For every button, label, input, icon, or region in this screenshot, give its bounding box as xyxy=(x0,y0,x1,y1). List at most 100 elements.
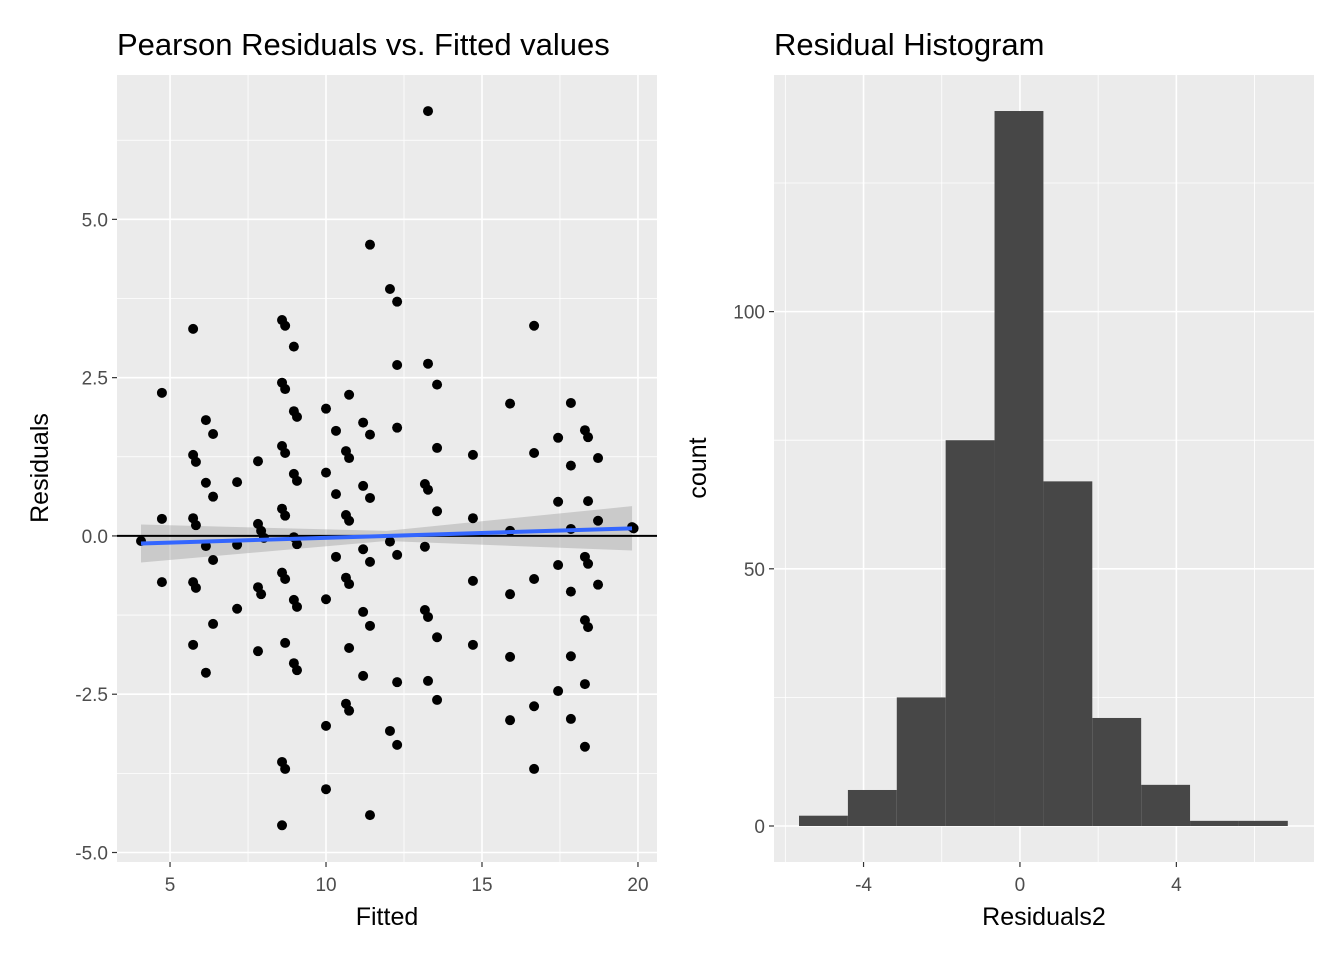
data-point xyxy=(292,601,302,612)
data-point xyxy=(423,484,434,495)
data-point xyxy=(321,784,332,795)
data-point xyxy=(330,551,341,562)
data-point xyxy=(432,379,443,390)
data-point xyxy=(190,456,201,467)
data-point xyxy=(529,701,540,712)
data-point xyxy=(208,491,219,502)
data-point xyxy=(384,725,395,736)
data-point xyxy=(423,358,434,369)
data-point xyxy=(208,554,219,565)
data-point xyxy=(553,496,564,507)
data-point xyxy=(565,460,576,471)
data-point xyxy=(232,603,243,614)
data-point xyxy=(188,323,199,334)
data-point xyxy=(392,422,403,433)
data-point xyxy=(280,384,291,395)
y-tick-label: 2.5 xyxy=(82,369,108,390)
histogram-bar xyxy=(945,440,995,826)
histogram-bar xyxy=(994,111,1044,826)
data-point xyxy=(280,320,291,331)
y-tick-label: 0 xyxy=(754,817,765,838)
data-point xyxy=(423,675,434,686)
residuals-vs-fitted-panel: Pearson Residuals vs. Fitted values Fitt… xyxy=(26,27,657,931)
data-point xyxy=(292,665,302,676)
data-point xyxy=(579,679,590,690)
data-point xyxy=(467,575,478,586)
data-point xyxy=(529,573,540,584)
data-point xyxy=(529,763,540,774)
data-point xyxy=(364,492,375,503)
data-point xyxy=(344,453,355,464)
data-point xyxy=(392,677,403,688)
data-point xyxy=(467,449,478,460)
y-axis-label: Residuals xyxy=(26,413,54,523)
data-point xyxy=(232,477,243,488)
data-point xyxy=(505,398,516,409)
data-point xyxy=(364,429,375,440)
histogram-bar xyxy=(896,697,946,826)
data-point xyxy=(156,387,167,398)
x-tick-label: 0 xyxy=(1015,875,1026,896)
data-point xyxy=(364,620,375,631)
panel-title: Pearson Residuals vs. Fitted values xyxy=(117,27,610,62)
data-point xyxy=(392,739,403,750)
y-tick-label: 0.0 xyxy=(82,527,108,548)
data-point xyxy=(280,510,291,521)
data-point xyxy=(358,606,369,617)
data-point xyxy=(280,637,291,648)
smooth-fit-line xyxy=(140,526,633,546)
histogram-bar xyxy=(1092,717,1142,826)
data-point xyxy=(358,480,369,491)
data-point xyxy=(364,239,375,250)
data-point xyxy=(156,513,167,524)
data-point xyxy=(467,639,478,650)
data-point xyxy=(583,622,594,633)
data-point xyxy=(344,705,355,716)
data-point xyxy=(392,359,403,370)
data-point xyxy=(200,667,211,678)
y-tick-label: 100 xyxy=(733,303,765,324)
data-point xyxy=(392,549,403,560)
y-tick-label: -5.0 xyxy=(75,844,108,865)
data-point xyxy=(256,589,267,600)
data-point xyxy=(505,651,516,662)
data-point xyxy=(253,456,264,467)
histogram-bar xyxy=(1141,784,1191,826)
y-tick-label: 50 xyxy=(744,560,765,581)
data-point xyxy=(583,558,594,569)
histogram-bar xyxy=(847,789,897,826)
residual-histogram-panel: Residual Histogram Residuals2 count -4 0 4… xyxy=(684,27,1314,931)
data-point xyxy=(344,642,355,653)
y-tick-label: 5.0 xyxy=(82,210,108,231)
data-point xyxy=(505,589,516,600)
data-point xyxy=(565,713,576,724)
data-point xyxy=(208,428,219,439)
data-point xyxy=(321,467,332,478)
data-point xyxy=(253,646,264,657)
data-point xyxy=(579,741,590,752)
data-point xyxy=(200,477,211,488)
y-tick-label: -2.5 xyxy=(75,685,108,706)
histogram-bar xyxy=(799,815,848,826)
data-point xyxy=(392,296,403,307)
data-point xyxy=(344,579,355,590)
x-tick-label: 5 xyxy=(165,875,176,896)
data-point xyxy=(565,651,576,662)
data-point xyxy=(505,715,516,726)
y-axis-label: count xyxy=(684,437,712,498)
data-point xyxy=(628,523,639,534)
data-point xyxy=(593,453,604,464)
data-point xyxy=(292,539,302,550)
data-point xyxy=(364,556,375,567)
data-point xyxy=(358,417,369,428)
data-point xyxy=(364,810,375,821)
data-point xyxy=(358,670,369,681)
data-point xyxy=(432,694,443,705)
data-point xyxy=(292,411,302,422)
data-point xyxy=(200,415,211,426)
data-point xyxy=(553,432,564,443)
x-tick-label: 10 xyxy=(315,875,336,896)
data-point xyxy=(156,577,167,588)
data-point xyxy=(344,515,355,526)
